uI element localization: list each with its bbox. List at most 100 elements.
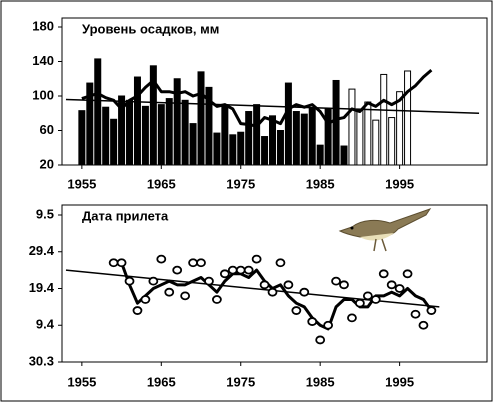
point (370, 295, 381, 304)
bar (181, 99, 189, 166)
point (426, 306, 437, 315)
point (204, 276, 214, 286)
bar (261, 136, 269, 166)
y-tick-label: 29.4 (29, 243, 55, 258)
bar (380, 73, 388, 166)
point (251, 254, 262, 264)
bar (284, 82, 292, 166)
point (275, 258, 286, 268)
y-tick-label: 140 (32, 53, 54, 68)
bar (94, 58, 102, 166)
bar (308, 107, 316, 166)
bar (133, 76, 141, 166)
point (148, 276, 159, 286)
x-tick-label: 1955 (67, 176, 96, 191)
line (65, 98, 480, 114)
x-tick-label: 1995 (385, 374, 414, 389)
bar (324, 108, 332, 166)
point (108, 258, 119, 268)
point (180, 291, 191, 301)
point (196, 258, 206, 268)
bar (126, 99, 134, 166)
y-tick-label: 30.3 (29, 353, 54, 368)
point (243, 265, 254, 275)
y-tick-label: 19.4 (29, 280, 55, 295)
point (235, 265, 246, 275)
bar (292, 111, 300, 166)
point (291, 306, 302, 315)
bar (245, 111, 253, 166)
bar (340, 145, 348, 166)
point (394, 284, 405, 293)
y-tick-label: 9.4 (36, 317, 55, 332)
point (212, 295, 222, 304)
bar (173, 78, 181, 166)
chart-title: Дата прилета (82, 208, 169, 223)
bar (229, 134, 237, 166)
bar (404, 70, 412, 166)
point (219, 269, 230, 279)
point (307, 317, 318, 326)
point (354, 298, 365, 308)
point (362, 291, 373, 301)
point (164, 287, 175, 297)
point (378, 269, 389, 279)
y-tick-label: 180 (32, 18, 54, 33)
x-tick-label: 1965 (147, 374, 176, 389)
point (418, 320, 429, 330)
bar (237, 131, 245, 166)
bar (141, 105, 149, 166)
bar (269, 115, 277, 166)
bar (149, 65, 157, 166)
point (267, 287, 278, 297)
bar (110, 118, 118, 166)
point (386, 280, 397, 290)
bar (102, 106, 110, 166)
chart-title: Уровень осадков, мм (82, 21, 219, 36)
bar (165, 98, 173, 166)
x-tick-label: 1975 (226, 374, 255, 389)
y-tick-label: 9.5 (36, 206, 54, 221)
bar (356, 108, 364, 166)
y-tick-label: 60 (40, 122, 54, 137)
bar (157, 104, 165, 166)
point (156, 254, 167, 264)
point (323, 320, 334, 330)
bar (372, 119, 380, 166)
point (124, 276, 135, 286)
bar (221, 104, 229, 166)
point (283, 280, 294, 290)
point (132, 306, 143, 315)
x-tick-label: 1995 (385, 176, 414, 191)
bar (78, 110, 86, 166)
point (331, 276, 341, 286)
point (410, 309, 421, 319)
x-tick-label: 1985 (306, 374, 335, 389)
bar (300, 113, 308, 166)
point (259, 280, 270, 290)
bar (213, 132, 221, 166)
bar (86, 82, 94, 166)
bar (396, 91, 404, 166)
point (347, 313, 357, 323)
line (81, 68, 433, 128)
y-tick-label: 20 (40, 156, 54, 171)
point (402, 269, 413, 279)
bar (316, 144, 324, 166)
bar (189, 123, 197, 166)
bar (197, 71, 205, 166)
x-tick-label: 1955 (67, 374, 96, 389)
point (227, 265, 238, 275)
point (172, 265, 183, 275)
bird-illustration (338, 208, 432, 252)
point (315, 335, 326, 345)
x-tick-label: 1975 (226, 176, 255, 191)
bar (364, 101, 372, 166)
bar (276, 130, 284, 166)
point (188, 258, 198, 268)
point (140, 295, 151, 304)
x-tick-label: 1985 (306, 176, 335, 191)
plot-frame (61, 204, 488, 363)
